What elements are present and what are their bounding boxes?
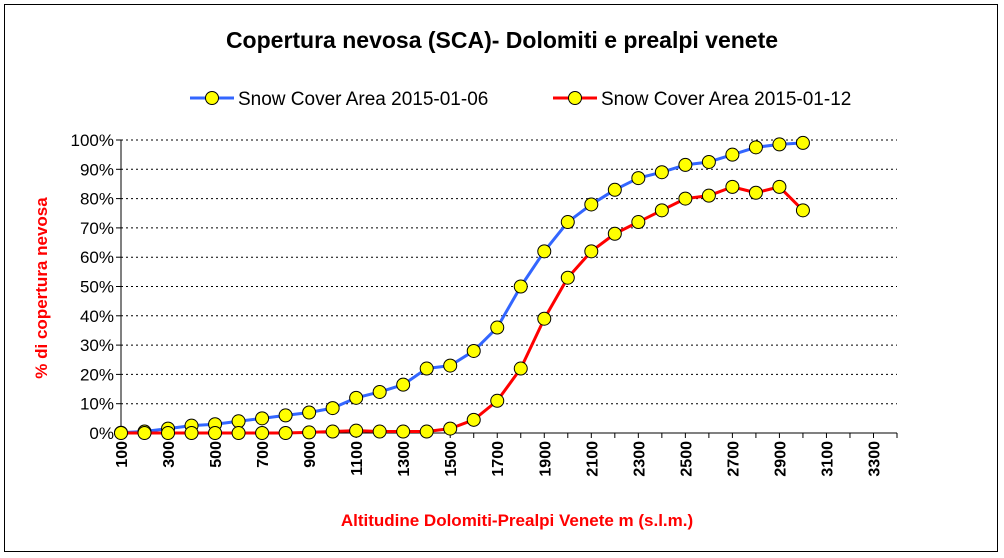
data-point-series-2 bbox=[443, 421, 458, 436]
x-tick-label: 1100 bbox=[349, 441, 366, 476]
data-point-series-1 bbox=[419, 361, 434, 376]
data-point-series-2 bbox=[137, 426, 152, 440]
data-point-series-1 bbox=[278, 408, 293, 423]
series-line-2 bbox=[121, 185, 804, 435]
x-tick-labels: 100 300 500 700 900 1100 1300 1500 1700 1900 2100 2… bbox=[114, 441, 883, 477]
data-point-series-2 bbox=[795, 203, 810, 218]
data-point-series-2 bbox=[490, 393, 505, 408]
data-point-series-1 bbox=[701, 154, 716, 169]
data-point-series-1 bbox=[302, 405, 317, 420]
data-point-series-2 bbox=[184, 426, 199, 440]
data-point-series-1 bbox=[678, 157, 693, 172]
chart-title: Copertura nevosa (SCA)- Dolomiti e preal… bbox=[226, 27, 778, 53]
data-point-series-1 bbox=[537, 244, 552, 259]
y-tick-label: 70% bbox=[80, 219, 114, 238]
data-point-series-2 bbox=[560, 270, 575, 285]
data-point-series-1 bbox=[443, 358, 458, 373]
y-tick-labels: 0% 10% 20% 30% 40% 50% 60% 70% 80% 90% 100% bbox=[71, 131, 114, 443]
x-tick-label: 1500 bbox=[443, 441, 460, 477]
data-point-series-2 bbox=[255, 426, 270, 440]
data-point-series-1 bbox=[466, 343, 481, 358]
y-tick-label: 80% bbox=[80, 190, 114, 209]
data-point-series-2 bbox=[584, 244, 599, 259]
data-point-series-2 bbox=[161, 426, 176, 440]
data-point-series-1 bbox=[584, 197, 599, 212]
x-tick-label: 2700 bbox=[725, 441, 742, 477]
data-point-series-2 bbox=[302, 425, 317, 440]
legend-marker-2 bbox=[568, 91, 582, 105]
data-point-series-2 bbox=[396, 424, 411, 439]
series-line-1 bbox=[120, 141, 804, 435]
data-point-series-2 bbox=[607, 226, 622, 241]
y-tick-label: 0% bbox=[89, 424, 114, 443]
data-point-series-2 bbox=[701, 188, 716, 203]
data-point-series-2 bbox=[748, 185, 763, 200]
data-point-series-2 bbox=[419, 424, 434, 439]
y-axis-label: % di copertura nevosa bbox=[32, 197, 51, 379]
data-point-series-1 bbox=[725, 147, 740, 162]
data-point-series-2 bbox=[208, 426, 223, 440]
data-point-series-1 bbox=[231, 414, 246, 429]
x-tick-label: 100 bbox=[114, 441, 131, 468]
x-axis-label: Altitudine Dolomiti-Prealpi Venete m (s.… bbox=[341, 511, 693, 530]
y-tick-label: 20% bbox=[80, 365, 114, 384]
data-point-series-1 bbox=[772, 137, 787, 152]
data-point-series-2 bbox=[537, 311, 552, 326]
data-point-series-2 bbox=[654, 203, 669, 218]
data-point-series-1 bbox=[748, 140, 763, 155]
data-point-series-1 bbox=[372, 384, 387, 399]
x-tick-label: 700 bbox=[255, 441, 272, 468]
x-tick-label: 2900 bbox=[772, 441, 789, 477]
data-point-series-1 bbox=[560, 215, 575, 230]
x-tick-label: 1300 bbox=[396, 441, 413, 477]
x-tick-label: 2100 bbox=[584, 441, 601, 477]
x-tick-label: 300 bbox=[161, 441, 178, 468]
x-tick-label: 3300 bbox=[866, 441, 883, 477]
data-point-series-2 bbox=[513, 361, 528, 376]
series-layer bbox=[114, 135, 810, 440]
data-point-series-2 bbox=[231, 426, 246, 440]
legend-marker-1 bbox=[205, 91, 219, 105]
data-point-series-1 bbox=[513, 279, 528, 294]
y-tick-label: 10% bbox=[80, 395, 114, 414]
x-tick-label: 900 bbox=[302, 441, 319, 468]
legend: Snow Cover Area 2015-01-06 Snow Cover Are… bbox=[190, 89, 851, 110]
chart-frame bbox=[4, 4, 998, 552]
data-point-series-2 bbox=[278, 426, 293, 440]
x-tick-label: 2500 bbox=[678, 441, 695, 477]
data-point-series-1 bbox=[795, 135, 810, 150]
data-point-series-2 bbox=[325, 424, 340, 439]
x-tick-label: 2300 bbox=[631, 441, 648, 477]
y-tick-label: 30% bbox=[80, 336, 114, 355]
data-point-series-1 bbox=[607, 182, 622, 197]
y-tick-label: 90% bbox=[80, 160, 114, 179]
y-tick-label: 50% bbox=[80, 278, 114, 297]
data-point-series-1 bbox=[396, 377, 411, 392]
data-point-series-2 bbox=[466, 412, 481, 427]
data-point-series-2 bbox=[372, 424, 387, 439]
legend-label-2: Snow Cover Area 2015-01-12 bbox=[601, 89, 851, 110]
data-point-series-2 bbox=[631, 215, 646, 230]
y-tick-label: 100% bbox=[71, 131, 114, 150]
y-tick-label: 60% bbox=[80, 248, 114, 267]
data-point-series-2 bbox=[678, 191, 693, 206]
data-point-series-1 bbox=[349, 390, 364, 405]
data-point-series-2 bbox=[725, 179, 740, 194]
data-point-series-2 bbox=[349, 423, 364, 438]
legend-label-1: Snow Cover Area 2015-01-06 bbox=[238, 89, 488, 110]
x-tick-label: 1900 bbox=[537, 441, 554, 477]
gridlines bbox=[121, 139, 897, 405]
data-point-series-1 bbox=[255, 411, 270, 426]
x-tick-label: 1700 bbox=[490, 441, 507, 477]
data-point-series-1 bbox=[654, 165, 669, 180]
x-tick-label: 500 bbox=[208, 441, 225, 468]
x-tick-label: 3100 bbox=[819, 441, 836, 477]
data-point-series-2 bbox=[114, 426, 128, 440]
data-point-series-2 bbox=[772, 179, 787, 194]
data-point-series-1 bbox=[631, 171, 646, 186]
y-tick-label: 40% bbox=[80, 307, 114, 326]
data-point-series-1 bbox=[325, 401, 340, 416]
data-point-series-1 bbox=[490, 320, 505, 335]
